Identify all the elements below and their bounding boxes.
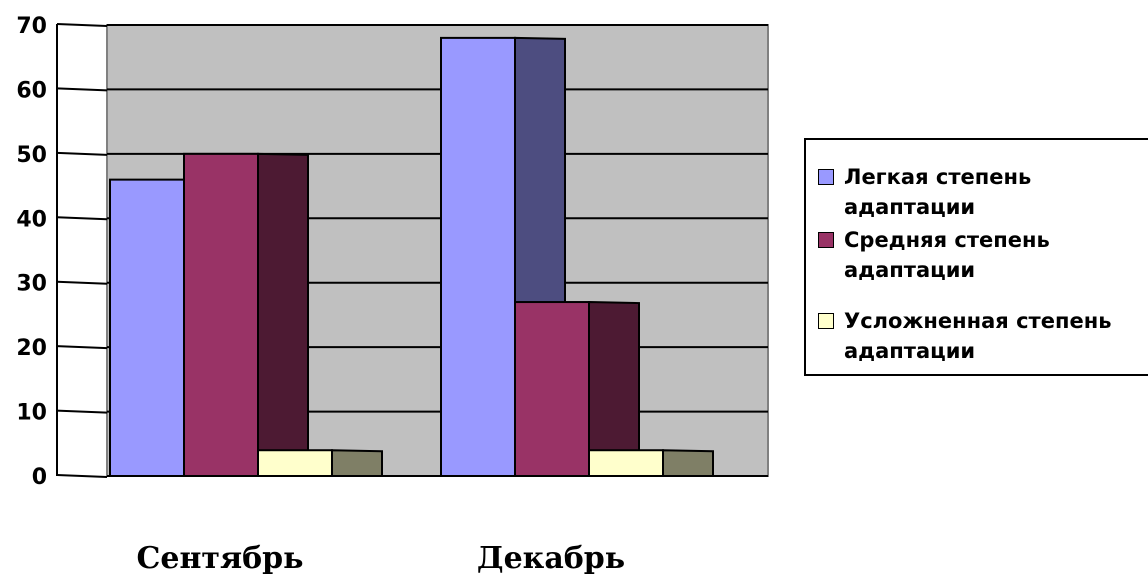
bar-side [257,152,309,477]
axis-stub [56,474,108,478]
legend-item-medium: Средняя степень адаптации [818,225,1148,285]
legend-item-light: Легкая степень адаптации [818,162,1148,222]
legend-item-complicated: Усложненная степень адаптации [818,306,1148,366]
y-tick-label: 10 [16,401,47,426]
bar [183,152,259,477]
axis-stub [56,151,108,156]
legend: Легкая степень адаптации Средняя степень… [804,138,1148,376]
bar-side [662,449,714,477]
bar-side [331,449,383,477]
y-tick-label: 50 [16,143,47,168]
legend-swatch-light [818,169,834,185]
legend-swatch-complicated [818,313,834,329]
axis-stub [56,87,108,92]
axis-stub [56,216,108,221]
axis-stub [56,345,108,350]
legend-label-medium: Средняя степень адаптации [844,228,1050,282]
legend-label-complicated: Усложненная степень адаптации [844,309,1112,363]
axis-stub [56,23,108,27]
bar [514,301,590,477]
x-axis-categories: Сентябрь Декабрь [136,541,625,576]
bars [109,36,714,478]
y-tick-label: 30 [16,272,47,297]
bar [440,36,516,478]
axis-stub [56,409,108,414]
y-tick-label: 60 [16,78,47,103]
y-tick-label: 0 [32,465,47,490]
axis-stub [56,280,108,285]
y-tick-label: 40 [16,207,47,232]
legend-swatch-medium [818,232,834,248]
bar [109,178,185,477]
x-category-label: Декабрь [477,541,625,576]
y-tick-label: 20 [16,336,47,361]
y-axis-ticks: 0 10 20 30 40 50 60 70 [16,14,47,490]
y-tick-label: 70 [16,14,47,39]
bar [257,449,333,478]
legend-label-light: Легкая степень адаптации [844,165,1032,219]
bar [588,449,664,478]
x-category-label: Сентябрь [136,541,303,576]
